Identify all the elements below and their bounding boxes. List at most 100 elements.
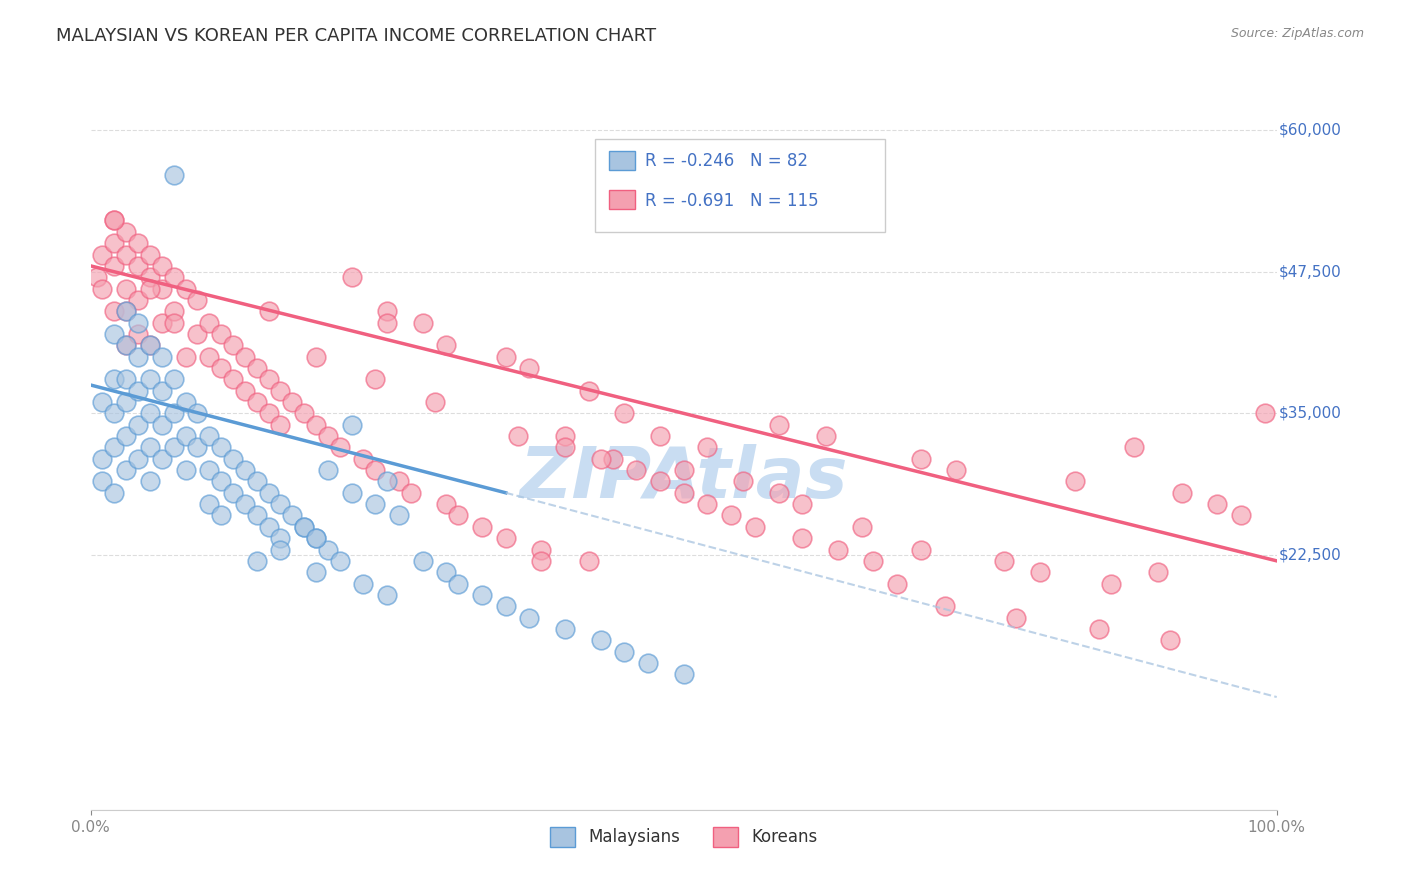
Point [792, 531, 814, 545]
Point [613, 645, 636, 659]
Point [233, 384, 256, 398]
FancyBboxPatch shape [595, 139, 886, 232]
Point [246, 361, 269, 376]
Point [174, 350, 197, 364]
Point [150, 350, 173, 364]
Point [447, 508, 470, 523]
Point [436, 566, 458, 580]
Point [233, 350, 256, 364]
Point [91, 247, 114, 261]
Point [910, 451, 932, 466]
Point [364, 497, 387, 511]
Point [292, 406, 315, 420]
Point [103, 213, 125, 227]
Point [305, 566, 328, 580]
Point [139, 372, 162, 386]
Text: ZIPAtlas: ZIPAtlas [519, 444, 848, 513]
Point [174, 463, 197, 477]
Point [127, 384, 149, 398]
Point [626, 463, 648, 477]
Point [127, 293, 149, 307]
Point [115, 463, 138, 477]
Point [731, 475, 754, 489]
Point [945, 463, 967, 477]
Point [127, 350, 149, 364]
Point [388, 475, 411, 489]
Point [139, 441, 162, 455]
Point [589, 633, 612, 648]
Point [127, 326, 149, 341]
Point [340, 485, 363, 500]
Point [436, 338, 458, 352]
Point [910, 542, 932, 557]
Point [127, 451, 149, 466]
Point [198, 316, 221, 330]
Point [103, 304, 125, 318]
Point [257, 485, 280, 500]
Point [340, 270, 363, 285]
Point [269, 384, 291, 398]
Point [163, 304, 186, 318]
Point [246, 475, 269, 489]
Point [578, 384, 600, 398]
Point [150, 451, 173, 466]
FancyBboxPatch shape [609, 190, 636, 210]
Point [412, 554, 434, 568]
Point [316, 429, 339, 443]
Point [150, 384, 173, 398]
Point [222, 372, 245, 386]
Point [1028, 566, 1050, 580]
Point [1004, 610, 1026, 624]
Point [127, 259, 149, 273]
Point [86, 270, 108, 285]
Point [1088, 622, 1111, 636]
Point [257, 406, 280, 420]
Point [127, 316, 149, 330]
Point [150, 316, 173, 330]
Point [1206, 497, 1229, 511]
Point [103, 326, 125, 341]
Point [115, 304, 138, 318]
Point [851, 520, 873, 534]
Point [139, 270, 162, 285]
Point [103, 236, 125, 251]
Point [139, 406, 162, 420]
Point [554, 441, 576, 455]
Point [115, 338, 138, 352]
Point [139, 247, 162, 261]
Point [163, 441, 186, 455]
Point [127, 236, 149, 251]
Point [1147, 566, 1170, 580]
Text: $47,500: $47,500 [1279, 264, 1341, 279]
Point [352, 576, 374, 591]
Point [399, 485, 422, 500]
Point [554, 429, 576, 443]
Point [246, 395, 269, 409]
Point [862, 554, 884, 568]
Point [613, 406, 636, 420]
Point [115, 429, 138, 443]
Point [814, 429, 837, 443]
Point [375, 304, 398, 318]
Point [648, 475, 671, 489]
Point [198, 463, 221, 477]
Point [198, 497, 221, 511]
Point [139, 475, 162, 489]
Point [91, 395, 114, 409]
Text: $22,500: $22,500 [1279, 548, 1341, 563]
Point [103, 441, 125, 455]
Point [993, 554, 1015, 568]
Point [127, 417, 149, 432]
Point [209, 508, 232, 523]
Text: Source: ZipAtlas.com: Source: ZipAtlas.com [1230, 27, 1364, 40]
Point [672, 485, 695, 500]
Point [768, 485, 790, 500]
Point [827, 542, 849, 557]
Point [163, 168, 186, 182]
Point [103, 213, 125, 227]
Point [115, 338, 138, 352]
Point [375, 475, 398, 489]
Point [198, 350, 221, 364]
Point [672, 463, 695, 477]
Point [209, 441, 232, 455]
